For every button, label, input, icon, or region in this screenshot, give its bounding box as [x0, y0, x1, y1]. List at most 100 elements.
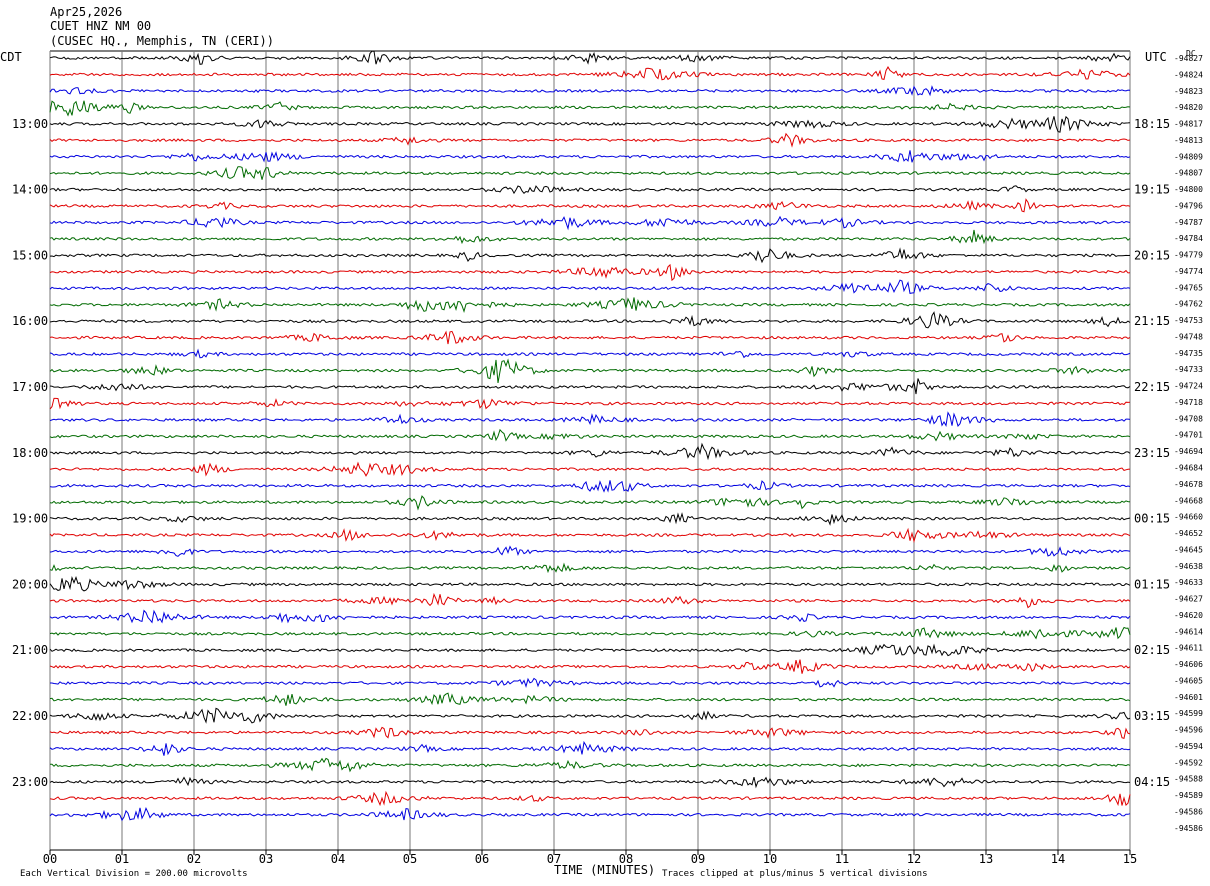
dc-offset-label: -94633 — [1174, 578, 1203, 587]
dc-offset-label: -94611 — [1174, 644, 1203, 653]
trace-row-14 — [49, 263, 1131, 282]
dc-offset-label: -94817 — [1174, 120, 1203, 129]
trace-row-33 — [49, 575, 1131, 592]
dc-offset-label: -94678 — [1174, 480, 1203, 489]
dc-offset-label: -94765 — [1174, 283, 1203, 292]
trace-row-4 — [49, 100, 1131, 117]
right-hour-label: 04:15 — [1134, 775, 1170, 789]
dc-offset-label: -94813 — [1174, 136, 1203, 145]
dc-offset-label: -94718 — [1174, 398, 1203, 407]
trace-row-47 — [49, 806, 1131, 822]
trace-row-9 — [49, 185, 1130, 195]
trace-row-28 — [49, 495, 1131, 511]
left-hour-labels: 13:00 14:00 15:00 16:00 17:00 18:00 19:00 20:00… — [12, 117, 48, 789]
dc-offset-label: -94827 — [1174, 54, 1203, 63]
right-timezone-label: UTC — [1145, 50, 1167, 64]
dc-offset-label: -94753 — [1174, 316, 1203, 325]
x-tick-label: 03 — [259, 852, 273, 866]
dc-offset-label: -94620 — [1174, 611, 1203, 620]
dc-offset-label: -94724 — [1174, 382, 1203, 391]
left-hour-label: 14:00 — [12, 183, 48, 197]
trace-row-46 — [49, 790, 1131, 807]
x-tick-label: 01 — [115, 852, 129, 866]
x-tick-label: 04 — [331, 852, 345, 866]
dc-offset-label: -94748 — [1174, 332, 1203, 341]
right-hour-label: 00:15 — [1134, 512, 1170, 526]
dc-offset-label: -94787 — [1174, 218, 1203, 227]
right-hour-label: 22:15 — [1134, 380, 1170, 394]
dc-offset-label: -94824 — [1174, 70, 1203, 79]
plot-date: Apr25,2026 — [50, 5, 122, 19]
x-tick-label: 15 — [1123, 852, 1137, 866]
x-tick-label: 10 — [763, 852, 777, 866]
x-tick-label: 07 — [547, 852, 561, 866]
trace-row-44 — [49, 757, 1131, 773]
dc-offset-label: -94588 — [1174, 775, 1203, 784]
trace-row-38 — [49, 659, 1131, 674]
dc-offset-label: -94796 — [1174, 201, 1203, 210]
dc-offset-label: -94596 — [1174, 726, 1203, 735]
trace-row-17 — [49, 311, 1131, 329]
right-hour-label: 21:15 — [1134, 314, 1170, 328]
footer-scale-note: Each Vertical Division = 200.00 microvol… — [20, 869, 248, 879]
dc-offset-label: -94660 — [1174, 513, 1203, 522]
dc-offset-label: -94779 — [1174, 251, 1203, 260]
dc-offset-label: -94586 — [1174, 824, 1203, 833]
dc-offset-label: -94586 — [1174, 807, 1203, 816]
trace-row-39 — [50, 677, 1131, 688]
left-hour-label: 16:00 — [12, 314, 48, 328]
x-tick-label: 09 — [691, 852, 705, 866]
dc-offset-label: -94684 — [1174, 464, 1203, 473]
trace-row-23 — [49, 411, 1131, 428]
dc-offset-label: -94668 — [1174, 496, 1203, 505]
dc-offset-label: -94800 — [1174, 185, 1203, 194]
trace-row-5 — [49, 115, 1131, 133]
right-hour-label: 20:15 — [1134, 248, 1170, 262]
trace-row-35 — [49, 609, 1131, 624]
trace-row-13 — [49, 247, 1131, 264]
trace-row-21 — [49, 378, 1131, 395]
x-axis: 00 01 02 03 04 05 06 07 08 09 10 11 12 13 14 15 — [43, 849, 1137, 866]
trace-row-11 — [49, 215, 1131, 231]
trace-row-32 — [49, 562, 1131, 574]
dc-offset-label: -94708 — [1174, 414, 1203, 423]
trace-row-27 — [49, 480, 1131, 493]
vertical-gridlines — [49, 50, 1131, 850]
dc-offset-label: -94592 — [1174, 758, 1203, 767]
trace-row-3 — [49, 85, 1131, 97]
trace-row-10 — [49, 198, 1131, 213]
x-tick-label: 12 — [907, 852, 921, 866]
left-hour-label: 15:00 — [12, 248, 48, 262]
left-hour-label: 13:00 — [12, 117, 48, 131]
dc-offset-label: -94823 — [1174, 87, 1203, 96]
x-tick-label: 05 — [403, 852, 417, 866]
right-hour-label: 23:15 — [1134, 446, 1170, 460]
dc-offset-label: -94733 — [1174, 365, 1203, 374]
trace-row-40 — [49, 692, 1131, 706]
dc-offset-label: -94774 — [1174, 267, 1203, 276]
right-hour-label: 01:15 — [1134, 577, 1170, 591]
dc-offset-label: -94694 — [1174, 447, 1203, 456]
left-hour-label: 22:00 — [12, 709, 48, 723]
trace-row-6 — [49, 132, 1131, 148]
trace-row-45 — [49, 776, 1131, 789]
right-hour-label: 18:15 — [1134, 117, 1170, 131]
dc-offset-label: -94589 — [1174, 791, 1203, 800]
trace-row-37 — [49, 643, 1131, 657]
trace-row-26 — [49, 461, 1131, 477]
x-tick-label: 13 — [979, 852, 993, 866]
trace-row-7 — [49, 150, 1131, 163]
trace-row-16 — [49, 297, 1131, 313]
dc-offset-label: -94638 — [1174, 562, 1203, 571]
right-hour-label: 03:15 — [1134, 709, 1170, 723]
trace-row-41 — [49, 707, 1131, 724]
dc-offset-label: -94762 — [1174, 300, 1203, 309]
trace-row-20 — [49, 358, 1131, 383]
left-timezone-label: CDT — [0, 50, 22, 64]
trace-row-25 — [49, 442, 1131, 461]
footer-clip-note: Traces clipped at plus/minus 5 vertical … — [662, 869, 928, 879]
right-hour-labels: 18:15 19:15 20:15 21:15 22:15 23:15 00:15 01:15… — [1134, 117, 1170, 789]
trace-row-19 — [49, 348, 1131, 359]
right-hour-label: 19:15 — [1134, 183, 1170, 197]
